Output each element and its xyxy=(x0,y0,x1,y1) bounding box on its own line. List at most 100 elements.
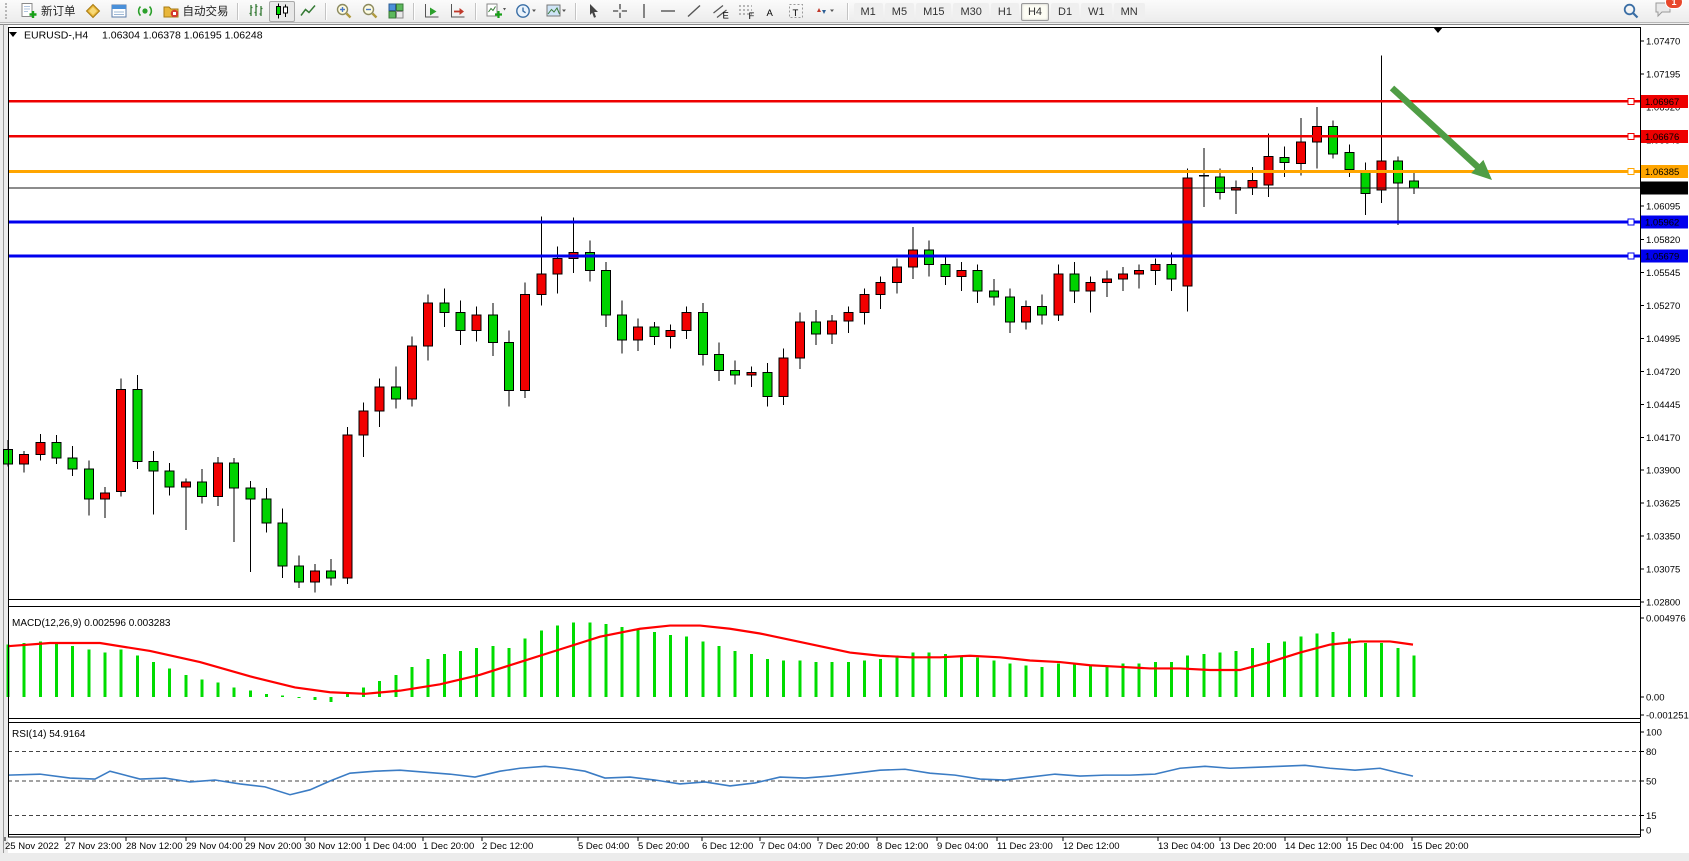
auto-scroll-button[interactable] xyxy=(419,1,445,22)
cursor-button[interactable] xyxy=(581,1,607,22)
macd-histogram-bar xyxy=(879,658,883,697)
candle-body xyxy=(51,441,62,459)
time-axis-label: 15 Dec 04:00 xyxy=(1347,841,1404,852)
rsi-axis-label: 100 xyxy=(1646,728,1662,739)
hline-marker[interactable] xyxy=(1627,167,1635,175)
vertical-line-button[interactable] xyxy=(633,1,655,22)
macd-histogram-bar xyxy=(1089,665,1093,697)
new-chart-icon xyxy=(486,3,506,18)
macd-histogram-bar xyxy=(1137,663,1141,697)
hline-marker[interactable] xyxy=(1627,252,1635,260)
candle-body xyxy=(326,570,337,579)
candle-body xyxy=(665,330,676,338)
new-chart-button[interactable] xyxy=(481,1,511,22)
signals-button[interactable] xyxy=(132,1,158,22)
arrows-button[interactable] xyxy=(809,1,843,22)
hline-marker[interactable] xyxy=(1627,132,1635,140)
price-axis-label: 1.04170 xyxy=(1646,433,1680,444)
price-badge-text: 1.05679 xyxy=(1645,252,1679,263)
search-icon xyxy=(1623,3,1639,19)
template-button[interactable] xyxy=(541,1,571,22)
time-axis-label: 1 Dec 20:00 xyxy=(423,841,474,852)
timeframe-w1[interactable]: W1 xyxy=(1081,2,1112,21)
macd-histogram-bar xyxy=(87,649,91,697)
tile-windows-button[interactable] xyxy=(383,1,409,22)
new-order-button[interactable]: 新订单 xyxy=(16,1,80,22)
market-watch-button[interactable] xyxy=(80,1,106,22)
timeframe-m1[interactable]: M1 xyxy=(853,2,883,21)
hline-marker[interactable] xyxy=(1627,218,1635,226)
crosshair-button[interactable] xyxy=(607,1,633,22)
timeframe-m15[interactable]: M15 xyxy=(916,2,952,21)
candlestick-button[interactable] xyxy=(268,0,295,22)
macd-histogram-bar xyxy=(1202,654,1206,697)
bar-chart-button[interactable] xyxy=(243,1,269,22)
candle-body xyxy=(1053,273,1064,316)
macd-histogram-bar xyxy=(475,647,479,697)
line-chart-button[interactable] xyxy=(295,1,321,22)
candlestick-icon xyxy=(275,3,288,19)
horizontal-line-button[interactable] xyxy=(655,1,681,22)
equidistant-channel-button[interactable]: E xyxy=(707,1,733,22)
candle-body xyxy=(196,481,207,497)
price-axis-label: 1.03350 xyxy=(1646,532,1680,543)
candle-body xyxy=(1004,296,1015,323)
candle-body xyxy=(827,320,838,335)
candle-body xyxy=(19,453,30,465)
macd-histogram-bar xyxy=(1234,650,1238,697)
timeframe-m5[interactable]: M5 xyxy=(884,2,915,21)
timeframe-h1[interactable]: H1 xyxy=(990,2,1019,21)
timeframe-d1[interactable]: D1 xyxy=(1051,2,1080,21)
timeframe-mn[interactable]: MN xyxy=(1113,2,1145,21)
candle-body xyxy=(746,372,757,376)
candle-body xyxy=(907,249,918,268)
macd-histogram-bar xyxy=(1186,655,1190,697)
search-button[interactable] xyxy=(1618,1,1644,22)
text-button[interactable]: A xyxy=(759,1,783,22)
trend-arrow-head[interactable] xyxy=(1471,159,1492,180)
market-watch-icon xyxy=(85,3,100,19)
period-selector-button[interactable] xyxy=(511,1,541,22)
candle-body xyxy=(277,522,288,567)
auto-scroll-icon xyxy=(424,4,438,18)
candle-body xyxy=(487,314,498,344)
text-label-button[interactable]: T xyxy=(783,1,809,22)
macd-histogram-bar xyxy=(669,635,673,697)
candle-body xyxy=(245,487,256,500)
macd-histogram-bar xyxy=(782,660,786,697)
auto-trading-button[interactable]: 自动交易 xyxy=(158,1,233,22)
timeframe-h4[interactable]: H4 xyxy=(1020,2,1049,21)
time-axis-label: 5 Dec 20:00 xyxy=(638,841,689,852)
macd-histogram-bar xyxy=(313,697,317,701)
macd-histogram-bar xyxy=(1105,665,1109,697)
price-axis-label: 1.05545 xyxy=(1646,268,1680,279)
time-axis-label: 1 Dec 04:00 xyxy=(365,841,416,852)
chart-canvas[interactable]: 1.074701.071951.069201.066451.063701.060… xyxy=(0,24,1689,861)
candle-body xyxy=(891,266,902,284)
macd-signal-line xyxy=(7,624,1414,695)
trend-arrow-line[interactable] xyxy=(1389,85,1484,173)
macd-histogram-bar xyxy=(22,643,26,697)
candle-body xyxy=(1069,273,1080,292)
title-caret-icon[interactable] xyxy=(9,32,17,37)
toolbar: 新订单 自动 xyxy=(0,0,1689,23)
zoom-in-button[interactable] xyxy=(331,1,357,22)
candle-body xyxy=(99,492,110,500)
fibonacci-icon: F xyxy=(738,5,754,20)
timeframe-m30[interactable]: M30 xyxy=(953,2,989,21)
macd-histogram-bar xyxy=(992,660,996,697)
notification-badge[interactable]: 1 xyxy=(1665,0,1683,9)
toolbar-grip[interactable] xyxy=(5,3,11,19)
price-badge xyxy=(1641,129,1688,143)
macd-histogram-bar xyxy=(604,623,608,697)
zoom-out-button[interactable] xyxy=(357,1,383,22)
candle-body xyxy=(229,462,240,489)
macd-histogram-bar xyxy=(151,662,155,697)
hline-marker[interactable] xyxy=(1627,97,1635,105)
chart-shift-button[interactable] xyxy=(445,1,471,22)
macd-histogram-bar xyxy=(1283,641,1287,697)
fibonacci-button[interactable]: F xyxy=(733,1,759,22)
trendline-button[interactable] xyxy=(681,1,707,22)
cursor-icon xyxy=(589,4,598,18)
data-window-button[interactable] xyxy=(106,1,132,22)
